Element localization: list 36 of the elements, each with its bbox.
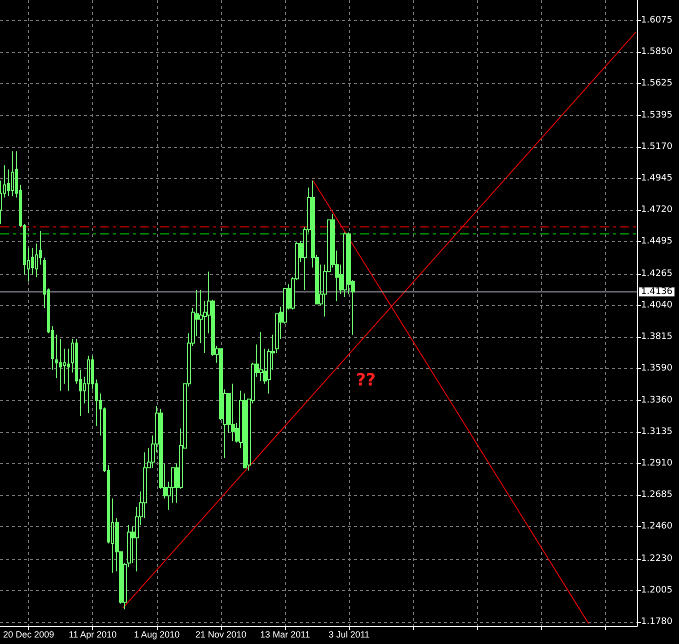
- y-tick-label: 1.5170: [641, 142, 673, 152]
- ref-line-label: 1.4136: [641, 286, 673, 297]
- y-tick-label: 1.4720: [641, 205, 673, 216]
- y-tick-label: 1.4040: [641, 300, 673, 310]
- candlestick: [67, 348, 70, 392]
- candlestick: [231, 383, 235, 442]
- y-tick-label: 1.2910: [641, 458, 673, 469]
- y-tick-label: 1.3590: [641, 363, 673, 374]
- x-tick-label: 11 Apr 2010: [68, 630, 117, 640]
- y-tick-label: 1.3135: [641, 427, 672, 438]
- annotation: ??: [356, 370, 376, 390]
- y-tick-label: 1.2685: [641, 490, 672, 500]
- candlestick: [243, 393, 247, 468]
- y-tick-label: 1.4495: [641, 236, 672, 247]
- y-tick-label: 1.4945: [641, 174, 672, 184]
- y-tick-label: 1.2005: [641, 585, 672, 596]
- x-tick-label: 21 Nov 2010: [195, 630, 246, 640]
- candlestick: [59, 338, 62, 392]
- y-tick-label: 1.2230: [641, 554, 673, 564]
- y-tick-label: 1.3815: [641, 332, 672, 342]
- candlestick: [87, 355, 90, 414]
- y-tick-label: 1.6075: [641, 15, 672, 26]
- y-tick-label: 1.5625: [641, 78, 672, 88]
- y-tick-label: 1.5395: [641, 110, 672, 121]
- y-tick-label: 1.5850: [641, 46, 673, 57]
- candlestick: [343, 232, 347, 298]
- y-tick-label: 1.4265: [641, 268, 672, 279]
- candlestick: [11, 150, 14, 197]
- x-tick-label: 1 Aug 2010: [134, 630, 180, 640]
- x-tick-label: 20 Dec 2009: [3, 630, 54, 640]
- x-tick-label: 3 Jul 2011: [328, 630, 370, 640]
- candlestick: [259, 331, 263, 382]
- y-tick-label: 1.1780: [641, 616, 673, 627]
- x-tick-label: 13 Mar 2011: [260, 630, 310, 640]
- y-tick-label: 1.2460: [641, 522, 673, 532]
- y-tick-label: 1.3360: [641, 396, 673, 406]
